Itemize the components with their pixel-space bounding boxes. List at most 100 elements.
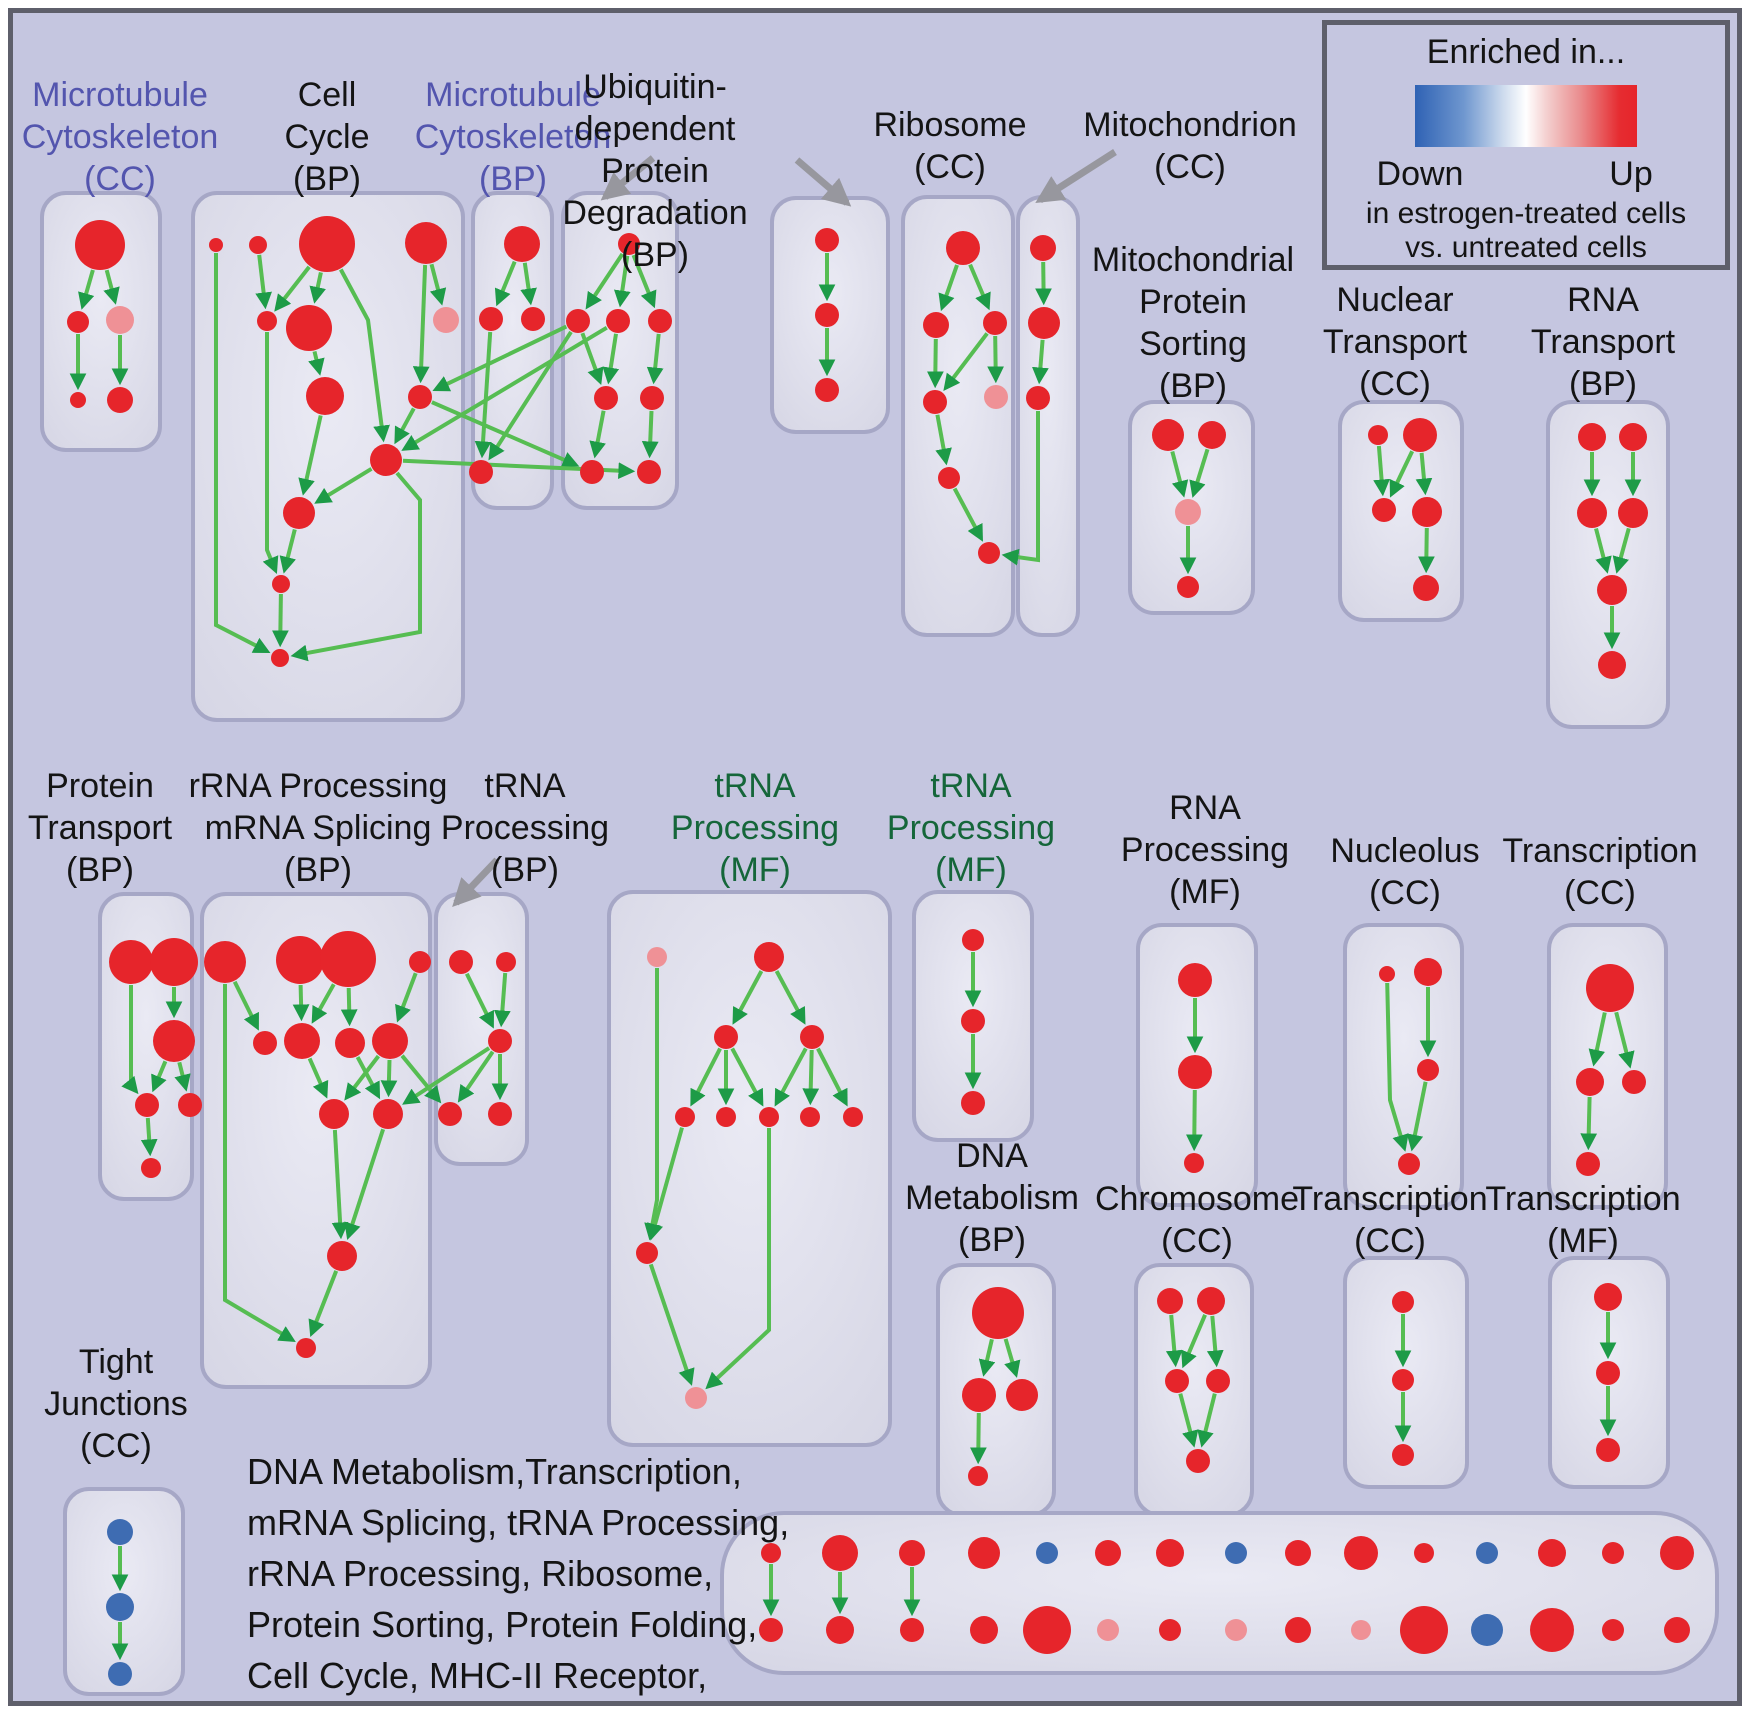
- regulation-edge: [380, 1059, 398, 1098]
- go-term-node: [984, 385, 1008, 409]
- regulation-edge: [943, 332, 989, 392]
- go-term-node: [299, 216, 355, 272]
- go-term-node: [1184, 1153, 1204, 1173]
- go-term-node: [1392, 1444, 1414, 1466]
- cluster-box-trna-processing-mf-large: [607, 890, 892, 1447]
- go-term-node: [204, 941, 246, 983]
- go-term-node: [938, 467, 960, 489]
- go-term-node: [1285, 1540, 1311, 1566]
- go-term-node: [1030, 235, 1056, 261]
- regulation-edge: [314, 467, 373, 504]
- go-term-node: [1225, 1619, 1247, 1641]
- go-term-node: [1095, 1540, 1121, 1566]
- go-term-node: [1618, 498, 1648, 528]
- go-term-node: [1097, 1619, 1119, 1641]
- regulation-edge: [1406, 1081, 1428, 1152]
- regulation-edge: [1001, 411, 1040, 566]
- go-term-node: [1576, 1152, 1600, 1176]
- go-term-node: [449, 950, 473, 974]
- go-term-node: [296, 1338, 316, 1358]
- go-term-node: [1159, 1619, 1181, 1641]
- go-term-node: [972, 1287, 1024, 1339]
- go-term-node: [618, 233, 640, 255]
- regulation-edge: [802, 1049, 820, 1106]
- go-term-node: [438, 1102, 462, 1126]
- go-term-node: [822, 1535, 858, 1571]
- go-term-node: [1178, 963, 1212, 997]
- regulation-edge: [1185, 1089, 1203, 1152]
- go-term-node: [479, 307, 503, 331]
- go-term-node: [675, 1107, 695, 1127]
- go-term-node: [759, 1107, 779, 1127]
- go-term-node: [1392, 1369, 1414, 1391]
- regulation-edge: [308, 350, 325, 376]
- go-term-node: [106, 306, 134, 334]
- regulation-edge: [969, 1412, 987, 1465]
- legend-box: Enriched in... Down Up in estrogen-treat…: [1322, 20, 1730, 270]
- regulation-edge: [344, 1128, 386, 1240]
- regulation-edge: [290, 471, 422, 662]
- regulation-edge: [631, 254, 657, 309]
- go-term-node: [320, 931, 376, 987]
- go-term-node: [640, 386, 664, 410]
- cluster-box-chromosome-cc: [1134, 1263, 1254, 1517]
- go-term-node: [1400, 1606, 1448, 1654]
- go-term-node: [1417, 1059, 1439, 1081]
- regulation-edge: [474, 331, 493, 459]
- go-term-node: [107, 1519, 133, 1545]
- annotation-text: DNA Metabolism,Transcription, mRNA Splici…: [247, 1446, 789, 1701]
- regulation-edge: [279, 529, 297, 574]
- go-term-node: [1175, 499, 1201, 525]
- go-term-node: [1586, 964, 1634, 1012]
- go-term-node: [1392, 1291, 1414, 1313]
- regulation-edge: [774, 970, 806, 1025]
- go-term-node: [108, 1662, 132, 1686]
- regulation-edge: [307, 1057, 329, 1099]
- regulation-edge: [271, 593, 289, 648]
- go-term-node: [433, 307, 459, 333]
- regulation-edge: [1170, 450, 1189, 498]
- cluster-box-mitochondrion-cc: [1016, 195, 1080, 637]
- regulation-edge: [432, 324, 568, 392]
- regulation-edge: [394, 407, 416, 445]
- regulation-edge: [1032, 339, 1049, 385]
- regulation-edge: [1612, 527, 1631, 574]
- regulation-edge: [1197, 1393, 1217, 1448]
- regulation-edge: [774, 1047, 808, 1107]
- regulation-edge: [412, 264, 430, 384]
- go-term-node: [271, 649, 289, 667]
- go-term-node: [923, 312, 949, 338]
- go-term-node: [178, 1093, 202, 1117]
- go-term-node: [284, 1023, 320, 1059]
- go-term-node: [1413, 575, 1439, 601]
- regulation-edge: [311, 983, 336, 1024]
- go-term-node: [754, 942, 784, 972]
- regulation-edge: [585, 252, 625, 310]
- regulation-edge: [493, 972, 511, 1028]
- regulation-edge: [274, 265, 311, 312]
- go-term-node: [1414, 1543, 1434, 1563]
- cluster-box-nuclear-transport-cc: [1338, 400, 1464, 622]
- go-term-node: [983, 311, 1007, 335]
- regulation-edge: [987, 335, 1005, 384]
- regulation-edge: [214, 253, 271, 654]
- go-term-node: [1476, 1542, 1498, 1564]
- regulation-edge: [1373, 445, 1390, 497]
- regulation-edge: [1003, 1338, 1021, 1378]
- regulation-edge: [223, 984, 296, 1342]
- regulation-edge: [1189, 448, 1210, 498]
- regulation-edge: [103, 269, 120, 305]
- go-term-node: [141, 1158, 161, 1178]
- regulation-edge: [935, 414, 952, 466]
- regulation-edge: [308, 1270, 339, 1338]
- legend-subtitle-line2: vs. untreated cells: [1405, 231, 1647, 264]
- regulation-edge: [613, 255, 631, 308]
- go-term-node: [685, 1387, 707, 1409]
- go-term-node: [978, 542, 1000, 564]
- go-term-node: [67, 311, 89, 333]
- go-term-node: [409, 951, 431, 973]
- regulation-edge: [926, 338, 944, 389]
- regulation-edge: [1614, 1011, 1635, 1069]
- regulation-edge: [121, 985, 139, 1095]
- go-term-node: [900, 1618, 924, 1642]
